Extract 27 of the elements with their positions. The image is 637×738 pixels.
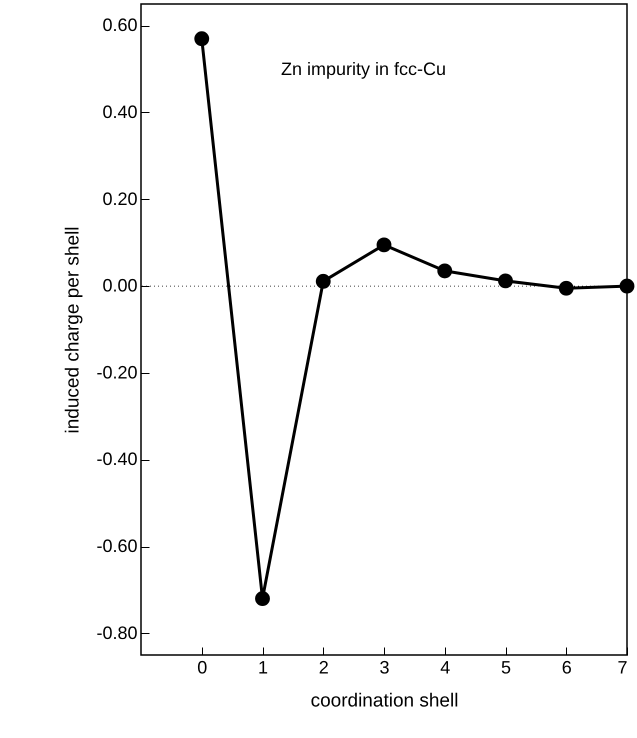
annotation: Zn impurity in fcc-Cu xyxy=(281,59,446,79)
point xyxy=(558,280,574,296)
x-tick-label: 1 xyxy=(258,658,268,678)
point xyxy=(376,237,392,252)
y-tick-label: -0.60 xyxy=(96,536,138,556)
y-tick-label: 0.40 xyxy=(102,102,138,122)
x-tick-label: 0 xyxy=(197,658,208,678)
y-tick-label: 0.00 xyxy=(102,276,138,296)
point xyxy=(194,31,210,46)
y-tick-label: 0.60 xyxy=(102,15,138,36)
x-tick-label: 2 xyxy=(318,658,329,678)
point xyxy=(255,591,270,606)
point xyxy=(437,264,452,278)
y-tick-label: -0.40 xyxy=(96,449,138,470)
x-tick-label: 4 xyxy=(440,658,450,678)
y-tick-label: -0.20 xyxy=(96,362,138,382)
point xyxy=(498,273,513,288)
y-tick-label: -0.80 xyxy=(96,622,138,643)
y-axis-title: induced charge per shell xyxy=(62,226,84,434)
y-tick-label: 0.20 xyxy=(102,188,138,209)
x-tick-label: 7 xyxy=(617,658,628,678)
x-tick-label: 6 xyxy=(562,658,572,678)
point xyxy=(316,274,331,289)
x-tick-label: 5 xyxy=(500,658,512,678)
point xyxy=(620,278,634,294)
x-tick-label: 3 xyxy=(379,658,390,678)
x-axis-title: coordination shell xyxy=(310,690,458,712)
